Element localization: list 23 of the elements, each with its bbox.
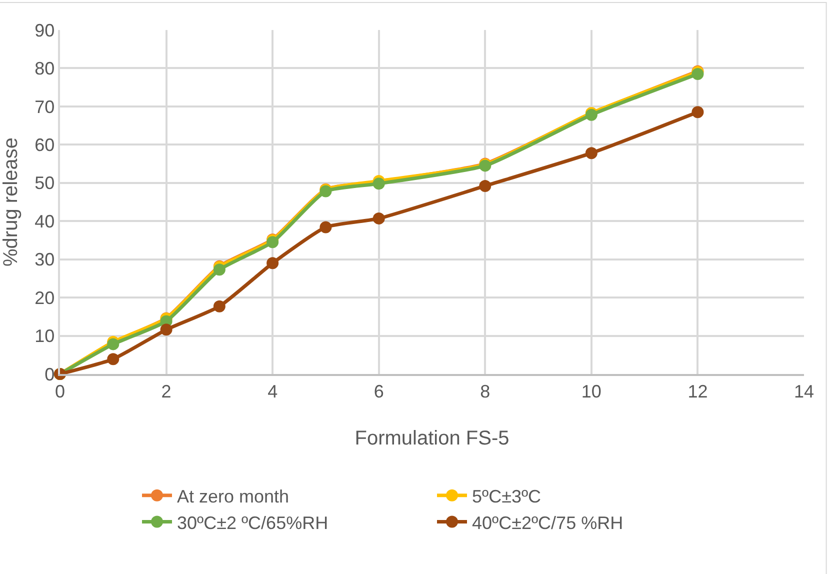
- y-axis-title: %drug release: [0, 138, 22, 266]
- y-tick-label: 60: [34, 134, 55, 155]
- x-tick-label: 14: [794, 381, 814, 402]
- y-tick-label: 40: [34, 211, 55, 232]
- x-tick-label: 6: [374, 381, 384, 402]
- legend-label: At zero month: [177, 486, 290, 506]
- x-tick-label: 8: [480, 381, 490, 402]
- x-axis-title: Formulation FS-5: [354, 427, 510, 450]
- y-tick-label: 0: [44, 364, 55, 384]
- y-tick-label: 10: [34, 326, 55, 346]
- y-tick-label: 20: [34, 288, 55, 308]
- legend-label: 5ºC±3ºC: [472, 486, 542, 506]
- x-tick-label: 10: [581, 381, 602, 402]
- x-tick-label: 4: [268, 381, 278, 402]
- y-tick-label: 70: [34, 96, 55, 117]
- y-tick-label: 50: [34, 173, 55, 194]
- y-tick-label: 80: [34, 58, 55, 79]
- x-tick-label: 2: [161, 381, 172, 402]
- x-tick-label: 12: [688, 381, 708, 402]
- legend-label: 40ºC±2ºC/75 %RH: [472, 512, 624, 533]
- y-tick-label: 90: [34, 20, 55, 40]
- legend-label: 30ºC±2 ºC/65%RH: [177, 512, 328, 533]
- y-tick-label: 30: [34, 250, 55, 270]
